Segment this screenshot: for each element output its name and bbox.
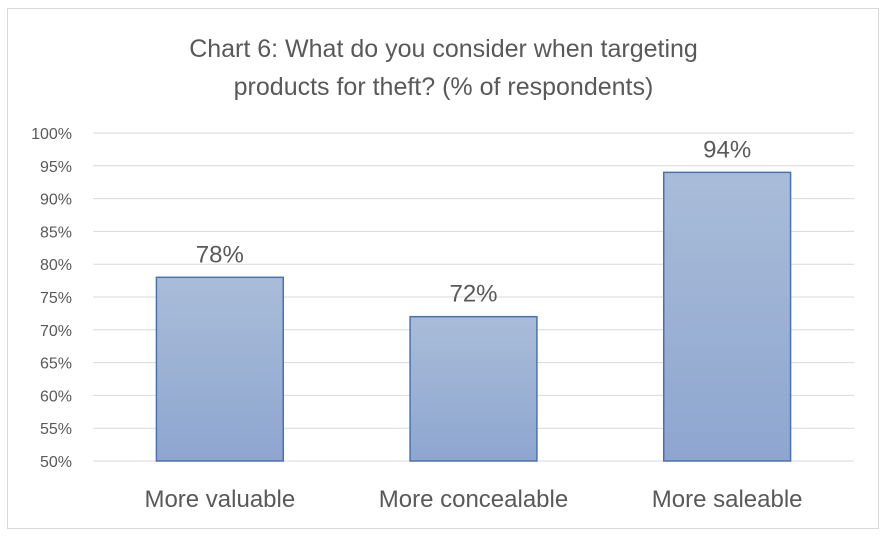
bar	[663, 171, 792, 462]
data-label: 72%	[449, 281, 497, 308]
data-label: 78%	[196, 241, 244, 268]
y-tick-label: 60%	[40, 388, 72, 405]
bar	[409, 315, 538, 462]
x-tick-label: More valuable	[144, 486, 295, 513]
y-tick-label: 50%	[40, 454, 72, 471]
data-labels: 78% 72% 94%	[196, 136, 751, 307]
chart-title: Chart 6: What do you consider when targe…	[0, 30, 887, 106]
y-tick-label: 90%	[40, 192, 72, 209]
data-label: 94%	[703, 136, 751, 163]
y-tick-label: 75%	[40, 290, 72, 307]
y-tick-label: 65%	[40, 356, 72, 373]
x-axis-tick-labels: More valuable More concealable More saleab…	[144, 486, 802, 513]
y-tick-label: 70%	[40, 323, 72, 340]
chart-title-line-1: Chart 6: What do you consider when targe…	[189, 35, 698, 63]
chart-title-line-2: products for theft? (% of respondents)	[233, 73, 654, 101]
y-tick-label: 95%	[40, 159, 72, 176]
y-tick-label: 55%	[40, 421, 72, 438]
y-tick-label: 85%	[40, 224, 72, 241]
y-tick-label: 100%	[31, 126, 72, 143]
x-tick-label: More concealable	[379, 486, 568, 513]
x-tick-label: More saleable	[652, 486, 803, 513]
bars	[155, 171, 792, 462]
y-tick-label: 80%	[40, 257, 72, 274]
bar	[155, 276, 285, 462]
y-axis-tick-labels: 50% 55% 60% 65% 70% 75% 80% 85% 90% 95% 100%	[31, 126, 72, 471]
